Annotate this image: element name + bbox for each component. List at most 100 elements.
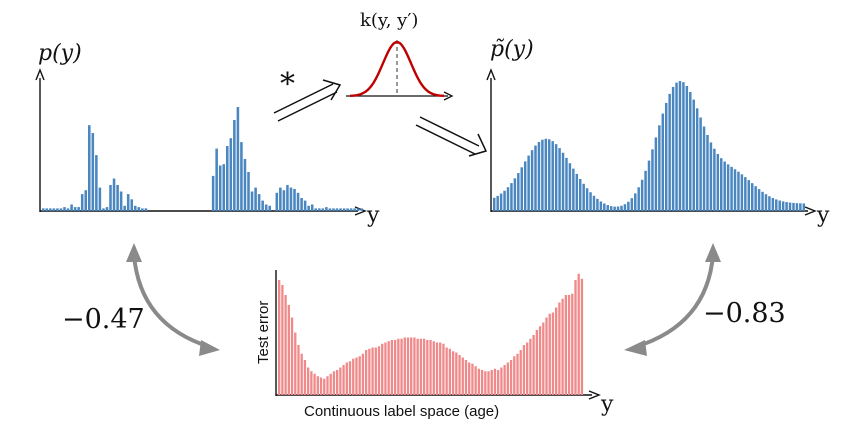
test-error-bar [471,363,474,395]
empirical-bar [289,187,293,211]
test-error-bar [535,330,538,395]
left-x-axis-label: y [366,203,380,228]
empirical-bar [144,208,148,211]
test-error-bar [297,345,300,395]
double-arrow-2-line-b [415,124,476,155]
empirical-bar [49,208,52,211]
smoothed-bar [506,187,510,211]
smoothed-bar [640,179,644,211]
test-error-bar [474,366,477,395]
empirical-bar [300,198,303,211]
test-error-bar [384,342,387,395]
smoothed-bar [744,177,747,211]
test-error-bar [422,338,426,395]
test-error-bar [342,365,345,395]
smoothed-bar [613,206,616,211]
empirical-bar [240,142,243,211]
smoothed-bar [548,139,551,211]
empirical-bar [63,207,66,211]
test-error-bars [278,273,584,395]
smoothed-bar [764,194,768,211]
smoothed-bar [517,173,520,211]
smoothed-bar [554,144,558,211]
smoothed-bar [544,138,548,211]
empirical-bar [70,204,73,211]
test-error-bar [429,340,432,395]
test-error-bar [571,293,574,395]
double-arrow-1-line-a [273,83,334,114]
test-error-bar [477,368,481,395]
smoothed-bar [720,158,723,211]
smoothed-bar [768,196,771,211]
test-error-bar [500,367,503,395]
test-error-bar [303,360,307,395]
empirical-bar [321,208,325,211]
empirical-bar [112,178,116,211]
smoothed-bar [627,201,630,211]
empirical-bar [332,208,335,211]
empirical-bar [130,199,134,211]
test-error-ylabel: Test error [255,301,272,364]
right-correlation-value: −0.83 [703,298,786,329]
test-error-bar [468,362,471,395]
right-y-axis-arrowhead [486,68,496,81]
left-y-axis-arrowhead [35,68,45,81]
right-x-axis-label: y [816,203,830,228]
empirical-bar [349,208,353,211]
empirical-bar [243,159,247,211]
smoothed-bar [510,183,513,211]
test-error-bar [432,341,435,395]
empirical-bar [56,208,59,211]
empirical-bar [218,165,222,211]
smoothed-bar [575,173,579,211]
smoothed-bar [723,161,726,211]
smoothed-bar [668,93,671,211]
left-correlation-arrowhead-bottom [199,340,220,356]
empirical-bar [303,200,307,211]
smoothed-bar [565,157,568,211]
smoothed-bar [671,86,675,211]
smoothed-bar [616,206,620,211]
empirical-bar [84,190,88,211]
empirical-bar [233,120,236,211]
empirical-bar [211,175,215,211]
smoothed-bar [558,148,561,211]
test-error-bar [451,351,455,395]
empirical-bar [310,204,314,211]
empirical-bar [353,208,356,211]
test-error-bar [374,347,377,395]
smoothed-bar [647,160,651,211]
smoothed-bar [644,170,647,211]
test-error-bar [490,370,493,395]
smoothed-bar [675,82,678,211]
empirical-bar [307,205,310,211]
p-tilde-y-label: p̃(y) [490,37,534,62]
smoothed-bar [695,108,699,211]
double-arrow-2-line-a [419,116,480,147]
test-error-bar [493,368,497,395]
test-error-bar [410,337,413,395]
smoothed-bar [630,198,634,211]
test-error-bar [439,342,442,395]
test-error-bar [513,356,516,395]
smoothed-bar [503,190,506,211]
smoothed-bar [534,145,537,211]
empirical-bar [116,185,119,211]
test-error-bar [393,340,397,395]
smoothed-bar [537,141,541,211]
test-error-bar [326,376,329,395]
smoothed-bar [699,117,702,211]
convolution-operator: * k(y, y′) [273,10,488,157]
smoothed-bar [592,195,596,211]
test-error-bar [574,280,577,395]
empirical-bar [261,200,264,211]
empirical-bar [95,155,98,211]
smoothed-bar [778,200,781,211]
empirical-bar [73,207,77,211]
test-error-bar [516,353,519,395]
smoothed-bar [792,202,795,211]
empirical-bar [254,187,257,211]
test-error-bar [352,358,355,395]
